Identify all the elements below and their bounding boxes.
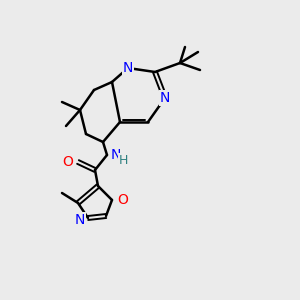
Text: H: H <box>119 154 128 166</box>
Text: N: N <box>123 61 133 75</box>
Text: O: O <box>117 193 128 207</box>
Text: N: N <box>111 148 122 162</box>
Text: N: N <box>160 91 170 105</box>
Text: N: N <box>75 213 85 227</box>
Text: O: O <box>62 155 73 169</box>
